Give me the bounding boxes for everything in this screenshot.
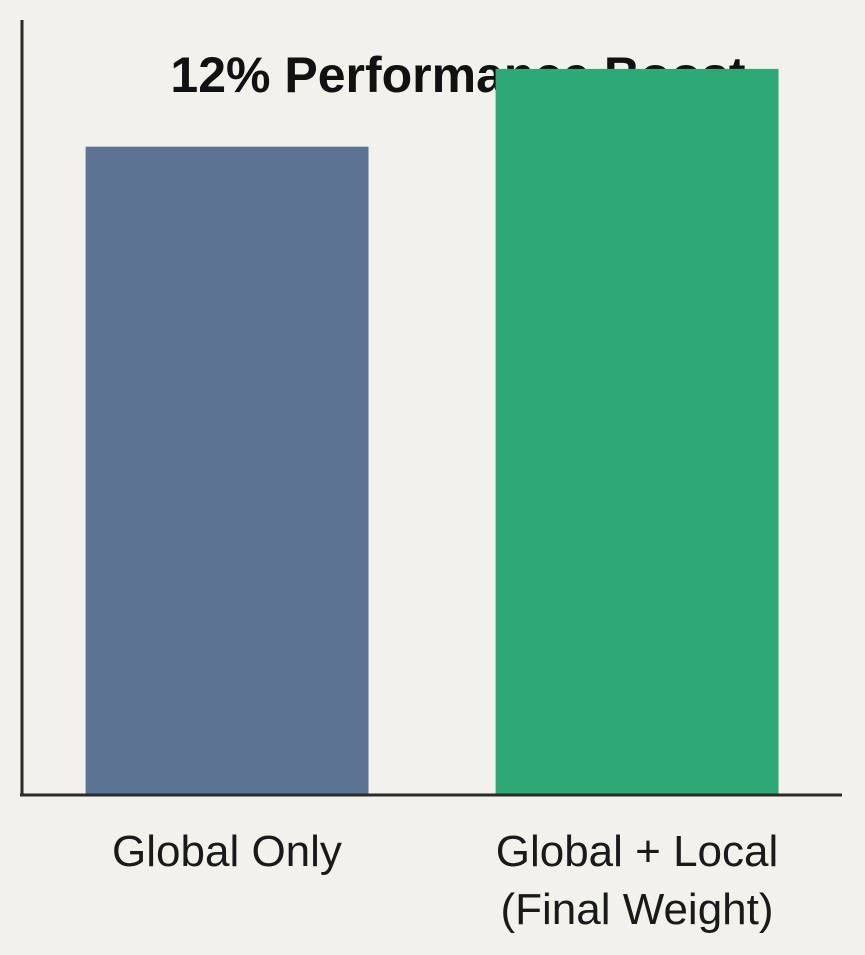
x-tick-label-2: Global + Local (Final Weight) [496,827,779,934]
x-tick-labels: Global Only Global + Local (Final Weight) [112,827,778,934]
bar-1 [85,146,369,795]
bars [85,68,779,795]
x-tick-label-1: Global Only [112,827,342,876]
bar-2 [495,68,779,795]
